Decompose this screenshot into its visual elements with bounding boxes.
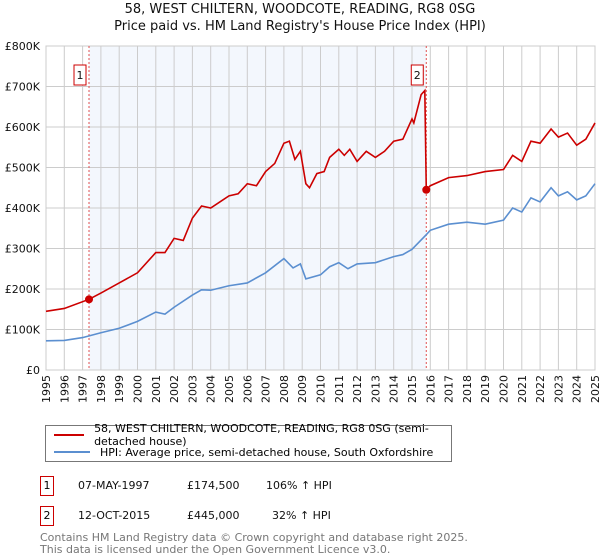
sale-point [85, 295, 94, 304]
sale-price: £445,000 [187, 509, 240, 522]
y-tick-label: £600K [5, 121, 41, 134]
legend-item-property: 58, WEST CHILTERN, WOODCOTE, READING, RG… [54, 422, 451, 448]
x-tick-label: 2022 [534, 375, 547, 403]
x-tick-label: 2025 [589, 375, 600, 403]
chart-subtitle: Price paid vs. HM Land Registry's House … [114, 19, 486, 34]
x-tick-label: 2002 [168, 375, 181, 403]
x-tick-label: 2020 [498, 375, 511, 403]
x-tick-label: 2016 [424, 375, 437, 403]
sale-hpi: 106% ↑ HPI [266, 479, 332, 492]
sale-marker-box: 1 [40, 476, 54, 496]
sale-point [422, 185, 431, 194]
footer-line: Contains HM Land Registry data © Crown c… [40, 531, 468, 544]
sale-label: 2 [414, 69, 421, 82]
legend-swatch-red [54, 434, 85, 436]
y-tick-label: £200K [5, 283, 41, 296]
x-tick-label: 2006 [241, 375, 254, 403]
x-tick-label: 2001 [150, 375, 163, 403]
sale-date: 07-MAY-1997 [78, 479, 150, 492]
sale-label-box [410, 64, 424, 86]
legend-label: HPI: Average price, semi-detached house,… [100, 445, 434, 459]
plot-area: 1995 1996 1997 1998 1999 2000 2001 2002 2003 2004… [5, 40, 600, 403]
y-tick-label: £300K [5, 243, 41, 256]
x-tick-label: 2007 [260, 375, 273, 403]
legend: 58, WEST CHILTERN, WOODCOTE, READING, RG… [45, 422, 452, 462]
x-tick-label: 2003 [186, 375, 199, 403]
sale-marker-box: 2 [40, 506, 54, 526]
y-tick-label: £100K [5, 324, 41, 337]
hpi-line [45, 183, 596, 342]
x-tick-label: 2023 [552, 375, 565, 403]
plot-border [45, 45, 596, 371]
x-tick-label: 2009 [296, 375, 309, 403]
y-tick-label: £800K [5, 40, 41, 53]
x-tick-label: 2005 [223, 375, 236, 403]
price-paid-line [45, 88, 596, 313]
x-tick-label: 2024 [571, 375, 584, 403]
x-tick-label: 2014 [388, 375, 401, 403]
x-tick-label: 2011 [333, 375, 346, 403]
sale-price: £174,500 [187, 479, 240, 492]
x-tick-label: 1999 [113, 375, 126, 403]
x-tick-label: 1998 [95, 375, 108, 403]
y-tick-label: £700K [5, 81, 41, 94]
x-tick-label: 2018 [461, 375, 474, 403]
sale-hpi: 32% ↑ HPI [272, 509, 331, 522]
x-tick-label: 2012 [351, 375, 364, 403]
x-tick-label: 1996 [58, 375, 71, 403]
legend-item-hpi: HPI: Average price, semi-detached house,… [54, 444, 433, 460]
x-tick-label: 2017 [443, 375, 456, 403]
x-tick-label: 2000 [132, 375, 145, 403]
legend-label: 58, WEST CHILTERN, WOODCOTE, READING, RG… [94, 422, 429, 448]
footer-line: This data is licensed under the Open Gov… [40, 543, 391, 556]
x-tick-label: 2015 [406, 375, 419, 403]
sale-label-box [73, 64, 87, 86]
x-tick-label: 2010 [315, 375, 328, 403]
x-tick-label: 1997 [77, 375, 90, 403]
x-tick-label: 2008 [278, 375, 291, 403]
x-tick-label: 2013 [369, 375, 382, 403]
chart-title: 58, WEST CHILTERN, WOODCOTE, READING, RG… [124, 2, 476, 17]
y-tick-label: £0 [26, 364, 40, 377]
y-tick-label: £500K [5, 162, 41, 175]
legend-swatch-blue [54, 451, 90, 453]
x-tick-label: 2004 [205, 375, 218, 403]
sale-date: 12-OCT-2015 [78, 509, 151, 522]
y-tick-label: £400K [5, 202, 41, 215]
x-tick-label: 2019 [479, 375, 492, 403]
x-tick-label: 2021 [516, 375, 529, 403]
x-tick-label: 1995 [40, 375, 53, 403]
sale-label: 1 [77, 69, 84, 82]
